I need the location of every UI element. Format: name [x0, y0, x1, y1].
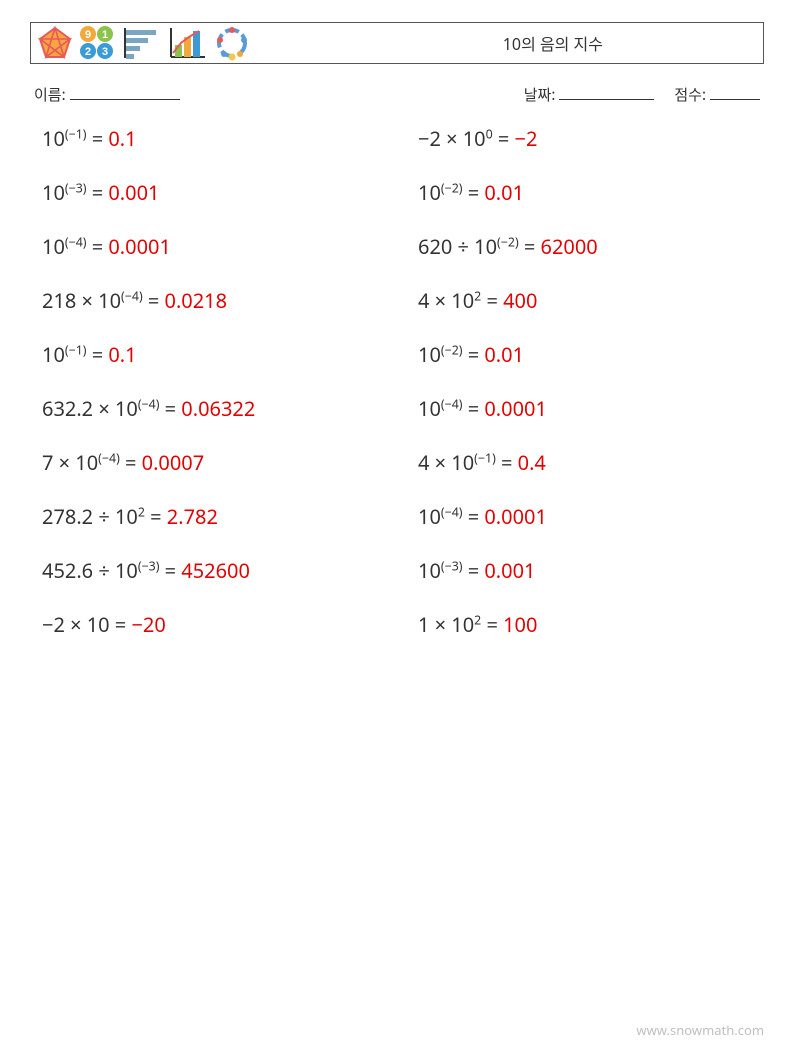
equation: 10(−3) = 0.001: [42, 181, 388, 205]
answer: 0.01: [484, 341, 524, 368]
equation: −2 × 100 = −2: [418, 127, 764, 151]
equation: −2 × 10 = −20: [42, 613, 388, 637]
answer: 0.0001: [484, 395, 547, 422]
date-blank[interactable]: [559, 82, 654, 100]
equation: 10(−2) = 0.01: [418, 181, 764, 205]
equation: 10(−1) = 0.1: [42, 127, 388, 151]
equation: 10(−4) = 0.0001: [418, 397, 764, 421]
header-box: 9 1 2 3: [30, 22, 764, 64]
equation: 10(−4) = 0.0001: [42, 235, 388, 259]
equation: 1 × 102 = 100: [418, 613, 764, 637]
svg-text:2: 2: [85, 46, 91, 58]
column-right: −2 × 100 = −2 10(−2) = 0.01 620 ÷ 10(−2) =…: [418, 127, 764, 637]
equation: 7 × 10(−4) = 0.0007: [42, 451, 388, 475]
answer: 62000: [541, 233, 598, 260]
answer: 400: [503, 287, 537, 314]
answer: 0.1: [108, 125, 136, 152]
equation: 620 ÷ 10(−2) = 62000: [418, 235, 764, 259]
answer: 452600: [181, 557, 250, 584]
answer: 0.001: [108, 179, 159, 206]
worksheet-title: 10의 음의 지수: [503, 31, 753, 55]
name-label: 이름:: [34, 84, 66, 105]
answer: 2.782: [167, 503, 218, 530]
column-left: 10(−1) = 0.1 10(−3) = 0.001 10(−4) = 0.000…: [42, 127, 388, 637]
date-label: 날짜:: [524, 84, 556, 105]
pentagon-icon: [37, 25, 73, 61]
answer: 0.001: [484, 557, 535, 584]
logo-row: 9 1 2 3: [37, 25, 251, 61]
equation: 10(−4) = 0.0001: [418, 505, 764, 529]
equation: 452.6 ÷ 10(−3) = 452600: [42, 559, 388, 583]
name-blank[interactable]: [70, 82, 180, 100]
answer: 0.4: [518, 449, 546, 476]
answer: 0.06322: [181, 395, 255, 422]
equation: 4 × 102 = 400: [418, 289, 764, 313]
footer-url: www.snowmath.com: [636, 1021, 764, 1039]
svg-text:3: 3: [102, 46, 108, 58]
answer: 0.01: [484, 179, 524, 206]
answer: −2: [515, 125, 538, 152]
cycle-icon: [213, 25, 251, 61]
equation: 10(−3) = 0.001: [418, 559, 764, 583]
barline-icon: [167, 25, 207, 61]
meta-row: 이름: 날짜: 점수:: [34, 82, 760, 105]
equation: 4 × 10(−1) = 0.4: [418, 451, 764, 475]
answer: 100: [503, 611, 537, 638]
equation: 10(−2) = 0.01: [418, 343, 764, 367]
svg-text:1: 1: [102, 29, 108, 41]
svg-text:9: 9: [85, 29, 91, 41]
equation: 278.2 ÷ 102 = 2.782: [42, 505, 388, 529]
answer: 0.0001: [484, 503, 547, 530]
meta-name: 이름:: [34, 82, 180, 105]
answer: 0.0218: [165, 287, 228, 314]
score-blank[interactable]: [710, 82, 760, 100]
worksheet-page: 9 1 2 3: [0, 0, 794, 637]
number-grid-icon: 9 1 2 3: [79, 25, 115, 61]
answer: 0.0001: [108, 233, 171, 260]
problems-grid: 10(−1) = 0.1 10(−3) = 0.001 10(−4) = 0.000…: [30, 127, 764, 637]
score-label: 점수:: [674, 84, 706, 105]
hbars-icon: [121, 25, 161, 61]
equation: 218 × 10(−4) = 0.0218: [42, 289, 388, 313]
answer: −20: [131, 611, 165, 638]
equation: 10(−1) = 0.1: [42, 343, 388, 367]
answer: 0.1: [108, 341, 136, 368]
answer: 0.0007: [142, 449, 205, 476]
equation: 632.2 × 10(−4) = 0.06322: [42, 397, 388, 421]
